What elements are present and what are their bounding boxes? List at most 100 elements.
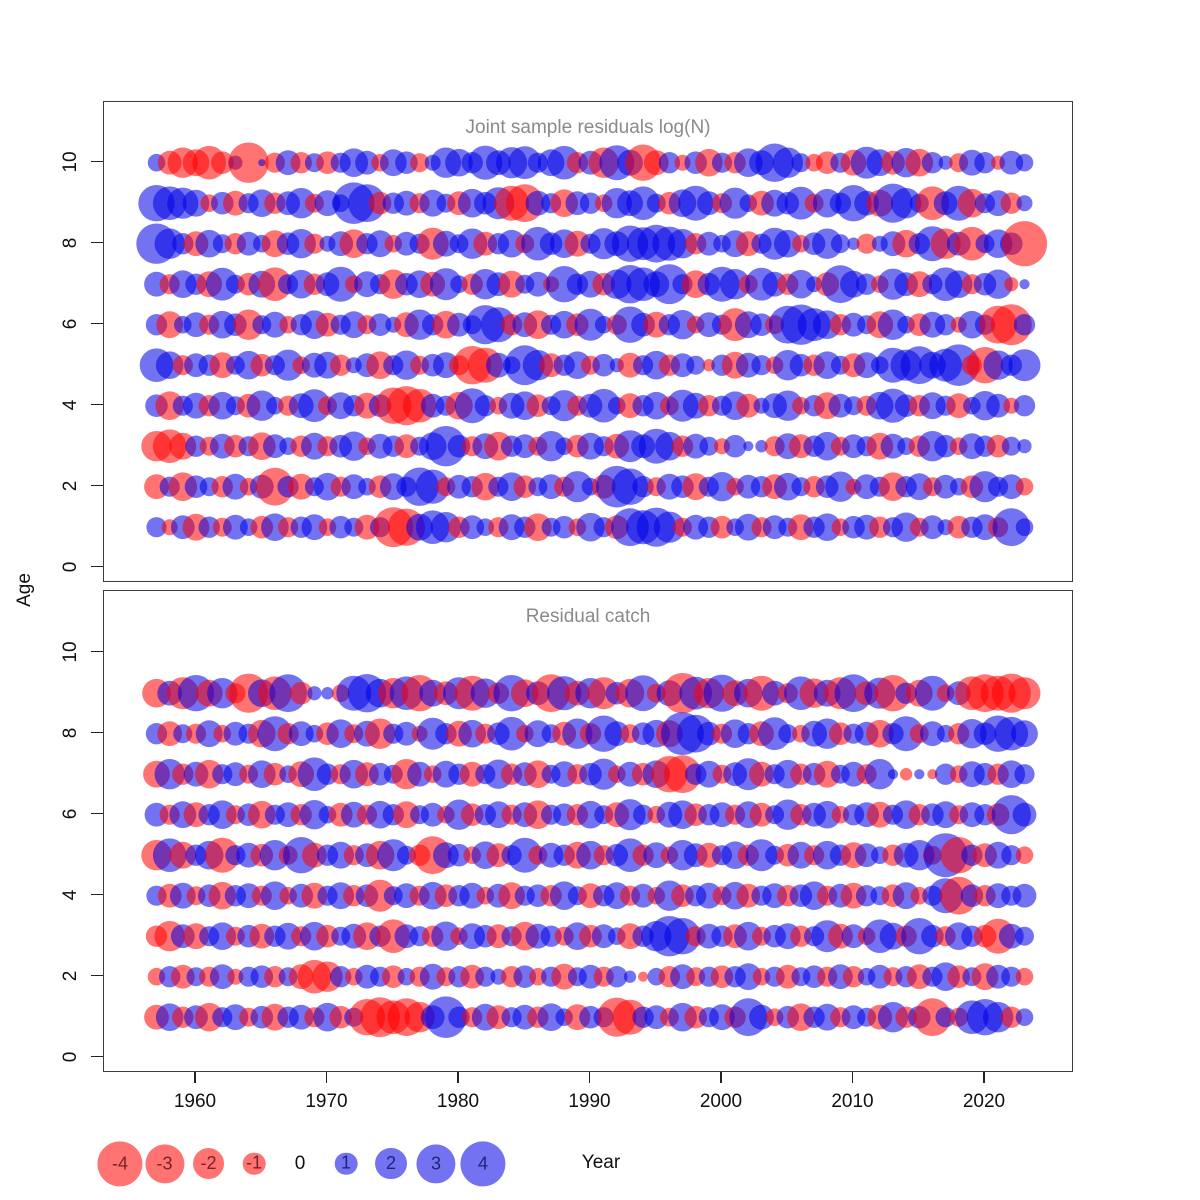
bubble: [937, 344, 980, 386]
bubble: [407, 761, 432, 787]
bubble: [1001, 845, 1022, 866]
bubble: [983, 269, 1013, 299]
bubble: [425, 996, 467, 1038]
bubble: [586, 388, 621, 423]
bubble: [758, 717, 791, 751]
bottom-panel-plot: [141, 673, 1041, 1038]
bubble: [1015, 1008, 1034, 1026]
bubble: [920, 515, 945, 540]
bubble: [934, 434, 957, 458]
bubble: [938, 155, 953, 170]
bubble: [1000, 1006, 1022, 1028]
y-tick-label: 4: [60, 889, 81, 900]
x-tick-mark: [851, 1072, 854, 1083]
bubble: [913, 998, 952, 1037]
bubble: [323, 266, 359, 302]
bubble: [579, 192, 602, 214]
bubble: [236, 231, 261, 256]
bubble: [431, 921, 461, 951]
y-tick-mark: [91, 565, 103, 568]
bubble: [262, 311, 288, 338]
bubble: [1012, 883, 1037, 908]
bubble: [649, 264, 690, 305]
bubble: [887, 769, 899, 780]
y-tick-label: 4: [60, 399, 81, 410]
top-panel: Joint sample residuals log(N): [103, 101, 1073, 582]
bubble: [459, 882, 486, 909]
bubble: [658, 152, 681, 174]
bubble: [892, 882, 920, 910]
bubble: [1001, 221, 1048, 267]
y-tick-mark: [91, 403, 103, 406]
bubble: [263, 762, 287, 786]
bubble: [341, 474, 367, 500]
bubble: [784, 186, 818, 220]
legend-bubble: 2: [375, 1147, 407, 1180]
y-tick-label: 6: [60, 808, 81, 819]
bubble: [1001, 966, 1022, 987]
bubble: [258, 159, 266, 167]
bubble: [999, 150, 1024, 175]
legend-zero-label: 0: [294, 1152, 306, 1174]
y-tick-mark: [91, 893, 103, 896]
y-tick-label: 8: [60, 237, 81, 248]
bubble: [856, 233, 877, 254]
bubble: [751, 355, 772, 376]
bubble: [1008, 349, 1041, 382]
bubble: [813, 513, 841, 541]
bubble: [841, 924, 866, 949]
bubble: [853, 352, 880, 379]
bubble: [914, 675, 950, 711]
x-tick-mark: [588, 1072, 591, 1083]
bubble: [366, 230, 394, 258]
bubble: [588, 758, 620, 790]
bubble: [643, 842, 670, 869]
bubble: [749, 1004, 774, 1030]
bubble: [410, 153, 430, 173]
bubble: [246, 390, 277, 421]
bubble: [707, 472, 737, 502]
bubble: [561, 471, 593, 503]
bubble: [260, 881, 290, 910]
top-panel-plot: [136, 142, 1048, 548]
bubble: [791, 153, 811, 173]
top-panel-title: Joint sample residuals log(N): [465, 117, 711, 138]
bubble: [382, 965, 405, 988]
bubble: [298, 389, 331, 423]
bottom-panel: Residual catch: [103, 590, 1073, 1072]
bubble: [223, 514, 248, 540]
y-tick-label: 8: [60, 727, 81, 738]
y-tick-mark: [91, 974, 103, 977]
bubble: [986, 393, 1010, 418]
bubble: [774, 229, 802, 258]
bubble: [447, 843, 471, 867]
bubble: [813, 800, 841, 829]
bubble: [156, 311, 184, 339]
bubble: [314, 190, 341, 217]
bubble: [854, 843, 879, 868]
bubble: [625, 675, 661, 712]
bubble: [1013, 395, 1036, 417]
bubble: [1015, 846, 1034, 864]
bubble: [1017, 439, 1032, 454]
bubble: [415, 469, 450, 504]
bubble: [355, 150, 379, 175]
bubble: [933, 474, 958, 499]
bubble: [394, 721, 419, 746]
bubble: [633, 804, 654, 825]
bubble: [307, 686, 322, 701]
bubble: [955, 226, 989, 261]
bubble: [486, 352, 511, 378]
y-tick-mark: [91, 241, 103, 244]
bubble: [847, 237, 860, 250]
bubble: [228, 142, 269, 183]
x-axis-label: Year: [581, 1152, 621, 1173]
bubble: [209, 964, 235, 990]
bubble: [205, 267, 239, 301]
bubble: [699, 436, 719, 456]
y-tick-mark: [91, 160, 103, 163]
bubble: [825, 471, 856, 502]
y-tick-label: 10: [60, 641, 81, 663]
legend-bubble: -2: [192, 1147, 225, 1180]
